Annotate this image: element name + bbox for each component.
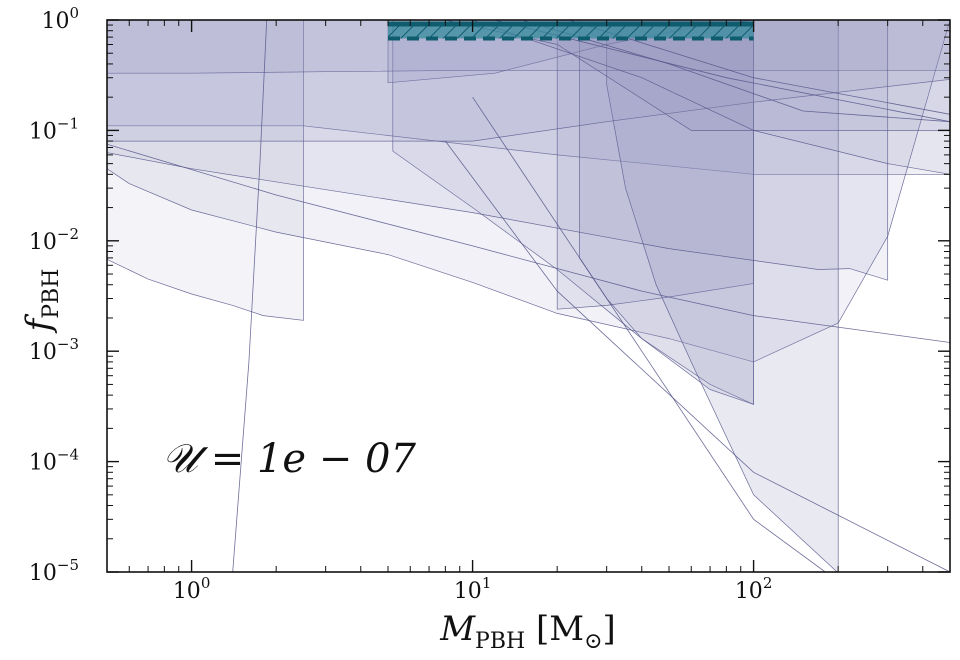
plot-frame <box>106 19 951 573</box>
axis-ticks: 100 101 102 10−5 10−4 10−3 10−2 10−1 100 <box>29 4 951 604</box>
constraint-curves <box>107 20 950 572</box>
svg-text:MPBH [M⊙]: MPBH [M⊙] <box>439 609 616 654</box>
constraint-curve-2 <box>107 143 950 343</box>
x-tick-label-2: 101 <box>454 574 492 604</box>
constraint-region-6 <box>579 20 754 405</box>
x-axis-label-sub: PBH <box>475 629 525 654</box>
x-axis-label-unit-open: [M <box>525 609 584 649</box>
constraint-regions <box>107 20 950 572</box>
constraint-curve-4 <box>445 140 950 572</box>
constraint-region-10 <box>107 20 950 142</box>
constraint-region-3 <box>107 20 950 363</box>
y-tick-label-4: 10−2 <box>29 225 79 255</box>
constraint-region-13 <box>472 20 950 175</box>
x-tick-label-1: 100 <box>173 574 211 604</box>
constraint-curve-3 <box>472 96 826 572</box>
x-axis-label: MPBH [M⊙] <box>439 609 616 654</box>
x-axis-label-unit-close: ] <box>603 609 616 649</box>
constraint-curve-7 <box>568 20 950 115</box>
y-tick-label-6: 100 <box>41 4 79 34</box>
constraint-region-2 <box>107 20 304 321</box>
svg-text:fPBH: fPBH <box>19 269 64 335</box>
y-axis-label: fPBH <box>19 269 64 335</box>
y-axis-label-sub: PBH <box>39 269 64 319</box>
y-tick-label-5: 10−1 <box>29 114 79 144</box>
pbh-band <box>388 21 754 41</box>
constraint-region-1 <box>107 20 950 175</box>
x-axis-label-unit-sub: ⊙ <box>584 629 602 654</box>
y-tick-label-2: 10−4 <box>29 446 79 476</box>
plot-background <box>107 20 950 572</box>
constraint-region-12 <box>445 20 950 131</box>
constraint-region-4 <box>392 20 754 405</box>
constraint-curve-5 <box>521 20 950 123</box>
constraint-curve-6 <box>494 20 950 123</box>
constraint-region-7 <box>606 20 839 572</box>
y-tick-label-1: 10−5 <box>29 556 79 586</box>
band-fill <box>388 23 754 39</box>
x-axis-label-main: M <box>439 609 476 649</box>
y-tick-label-3: 10−3 <box>29 335 79 365</box>
uncertainty-annotation: 𝒰 = 1e − 07 <box>162 436 416 482</box>
x-tick-label-3: 102 <box>735 574 773 604</box>
constraint-curve-1 <box>232 20 268 572</box>
constraint-region-11 <box>107 20 889 281</box>
